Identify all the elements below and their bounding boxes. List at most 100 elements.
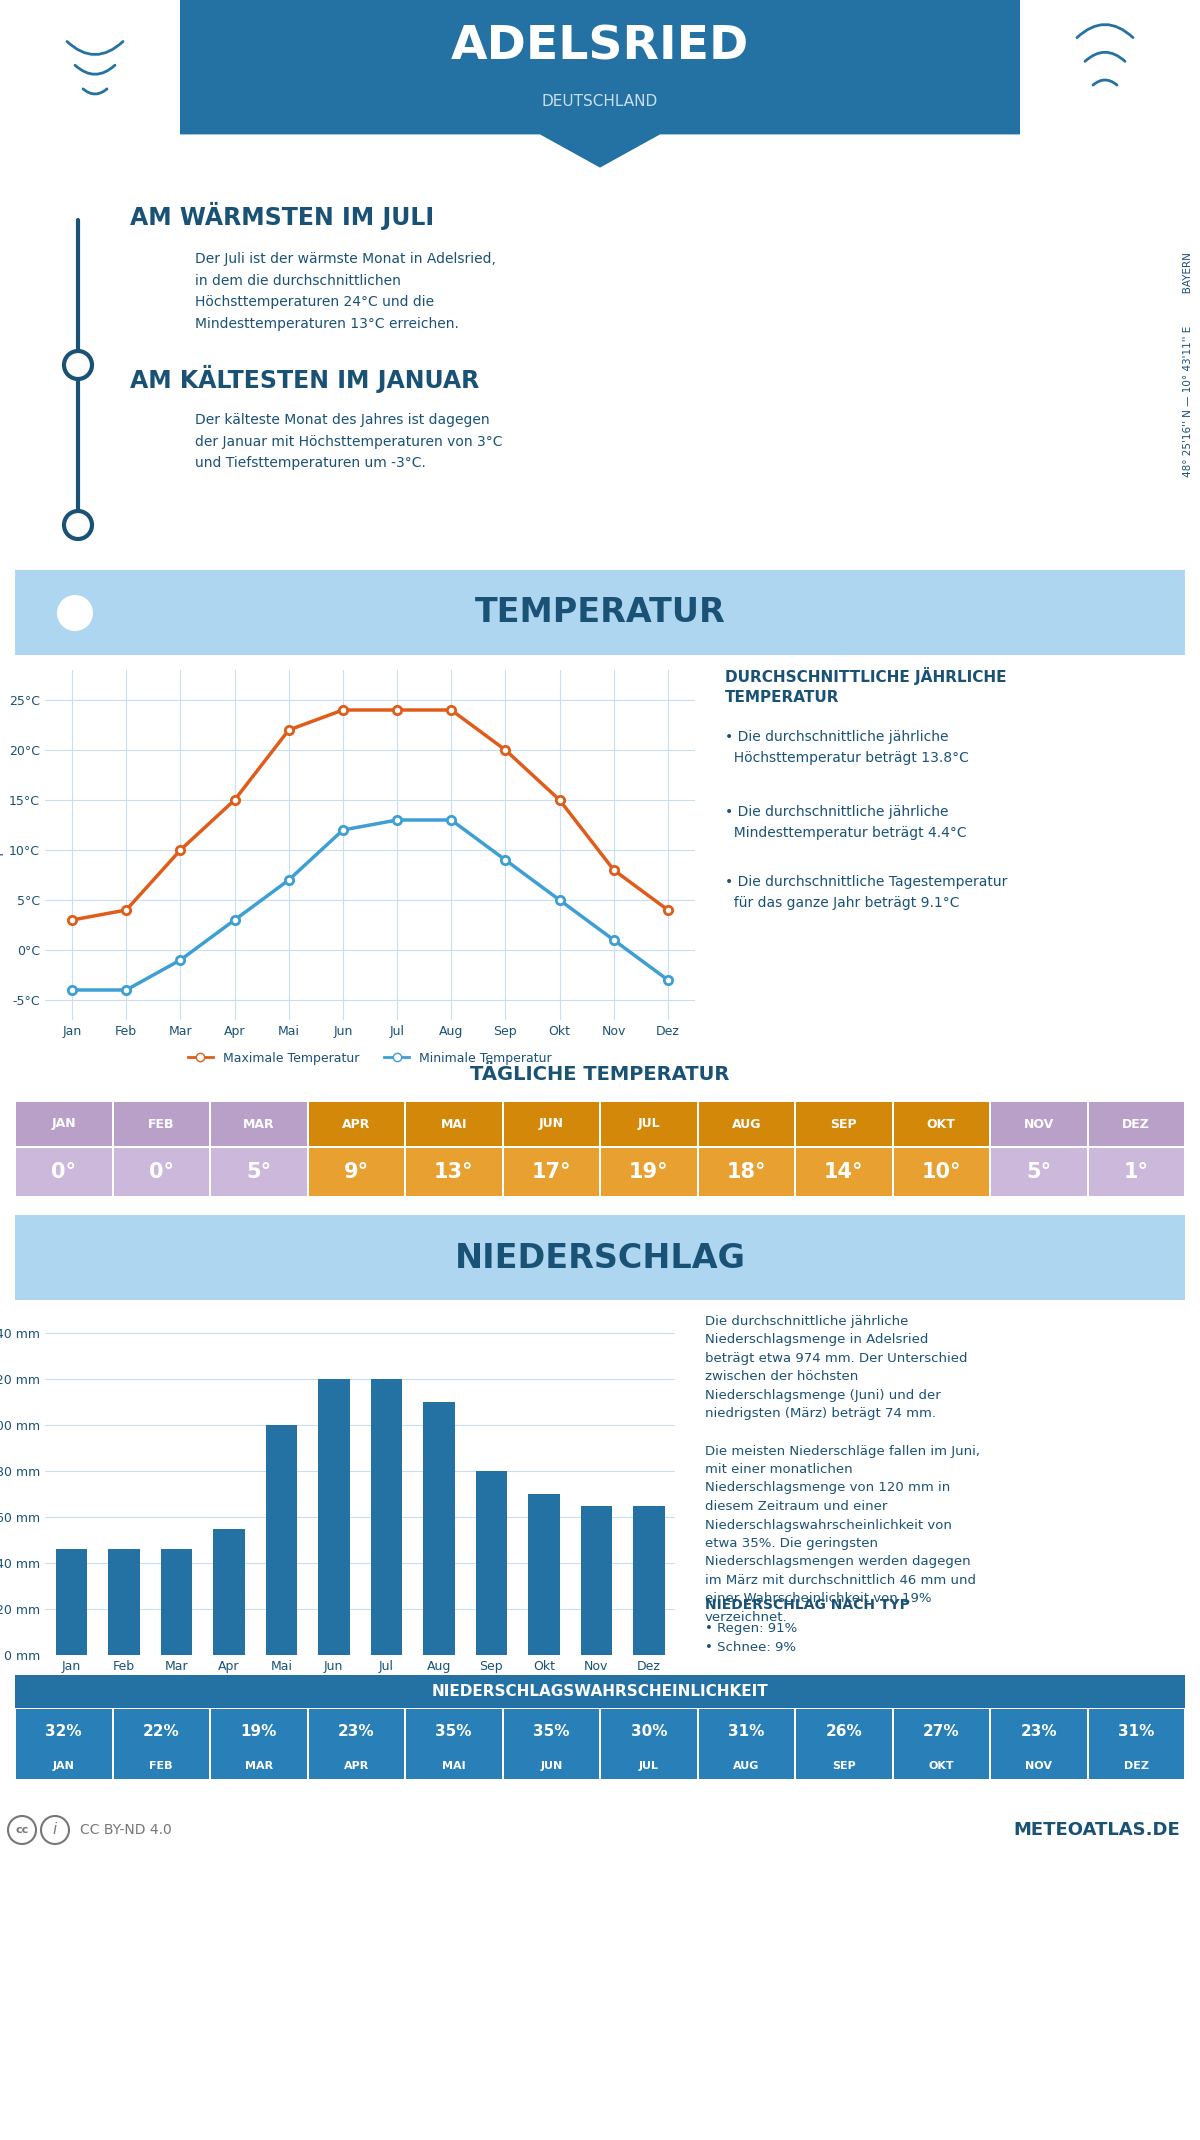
Text: 5°: 5°: [1026, 1162, 1051, 1181]
FancyBboxPatch shape: [504, 1710, 599, 1778]
FancyBboxPatch shape: [308, 1710, 404, 1778]
Legend: Niederschlagssumme: Niederschlagssumme: [270, 1673, 450, 1697]
FancyBboxPatch shape: [894, 1102, 989, 1147]
Text: NOV: NOV: [1025, 1761, 1052, 1772]
Y-axis label: Temperatur: Temperatur: [0, 809, 4, 882]
Text: 18°: 18°: [726, 1162, 766, 1181]
Text: 19%: 19%: [240, 1725, 277, 1740]
FancyBboxPatch shape: [504, 1102, 599, 1147]
Text: 26%: 26%: [826, 1725, 862, 1740]
FancyBboxPatch shape: [796, 1147, 892, 1196]
Text: 0°: 0°: [149, 1162, 174, 1181]
Text: TÄGLICHE TEMPERATUR: TÄGLICHE TEMPERATUR: [470, 1064, 730, 1083]
FancyBboxPatch shape: [698, 1147, 794, 1196]
FancyBboxPatch shape: [796, 1710, 892, 1778]
FancyBboxPatch shape: [601, 1102, 696, 1147]
Text: JAN: JAN: [52, 1117, 76, 1130]
FancyBboxPatch shape: [894, 1147, 989, 1196]
FancyBboxPatch shape: [991, 1102, 1086, 1147]
FancyBboxPatch shape: [406, 1147, 502, 1196]
Bar: [475, 1470, 508, 1654]
Text: Der kälteste Monat des Jahres ist dagegen
der Januar mit Höchsttemperaturen von : Der kälteste Monat des Jahres ist dagege…: [194, 413, 503, 471]
FancyBboxPatch shape: [114, 1147, 209, 1196]
FancyBboxPatch shape: [991, 1147, 1086, 1196]
Bar: [214, 1528, 245, 1654]
Bar: [265, 1425, 298, 1654]
FancyBboxPatch shape: [308, 1147, 404, 1196]
Text: Der Juli ist der wärmste Monat in Adelsried,
in dem die durchschnittlichen
Höchs: Der Juli ist der wärmste Monat in Adelsr…: [194, 253, 496, 332]
Text: OKT: OKT: [926, 1117, 955, 1130]
FancyBboxPatch shape: [308, 1102, 404, 1147]
Text: 31%: 31%: [728, 1725, 764, 1740]
Text: 35%: 35%: [533, 1725, 570, 1740]
Polygon shape: [180, 0, 1020, 167]
Text: JUL: JUL: [638, 1761, 659, 1772]
Text: MAR: MAR: [245, 1761, 272, 1772]
Circle shape: [64, 351, 92, 379]
Text: 23%: 23%: [1020, 1725, 1057, 1740]
Text: APR: APR: [343, 1761, 368, 1772]
FancyBboxPatch shape: [991, 1710, 1086, 1778]
FancyBboxPatch shape: [211, 1102, 306, 1147]
Text: 13°: 13°: [434, 1162, 474, 1181]
Text: DURCHSCHNITTLICHE JÄHRLICHE
TEMPERATUR: DURCHSCHNITTLICHE JÄHRLICHE TEMPERATUR: [725, 668, 1007, 704]
Text: 5°: 5°: [246, 1162, 271, 1181]
Text: DEZ: DEZ: [1123, 1761, 1148, 1772]
Text: NOV: NOV: [1024, 1117, 1054, 1130]
Bar: [108, 1549, 139, 1654]
Bar: [581, 1507, 612, 1654]
Text: MAR: MAR: [242, 1117, 275, 1130]
FancyBboxPatch shape: [211, 1147, 306, 1196]
Text: 31%: 31%: [1118, 1725, 1154, 1740]
Text: AUG: AUG: [733, 1761, 760, 1772]
FancyBboxPatch shape: [796, 1102, 892, 1147]
FancyBboxPatch shape: [11, 565, 1189, 659]
FancyBboxPatch shape: [1088, 1710, 1184, 1778]
Text: Die durchschnittliche jährliche
Niederschlagsmenge in Adelsried
beträgt etwa 974: Die durchschnittliche jährliche Niedersc…: [706, 1314, 980, 1624]
Text: • Die durchschnittliche jährliche
  Mindesttemperatur beträgt 4.4°C: • Die durchschnittliche jährliche Mindes…: [725, 805, 967, 839]
FancyBboxPatch shape: [114, 1102, 209, 1147]
Text: 27%: 27%: [923, 1725, 960, 1740]
Text: MAI: MAI: [442, 1761, 466, 1772]
Text: 48° 25'16'' N — 10° 43'11'' E          BAYERN: 48° 25'16'' N — 10° 43'11'' E BAYERN: [1183, 253, 1193, 477]
Text: i: i: [53, 1823, 58, 1838]
Bar: [55, 1549, 88, 1654]
FancyBboxPatch shape: [504, 1147, 599, 1196]
Text: APR: APR: [342, 1117, 371, 1130]
Bar: [161, 1549, 192, 1654]
FancyBboxPatch shape: [14, 1676, 1186, 1708]
Text: • Die durchschnittliche Tagestemperatur
  für das ganze Jahr beträgt 9.1°C: • Die durchschnittliche Tagestemperatur …: [725, 875, 1007, 910]
Text: JUN: JUN: [540, 1761, 563, 1772]
Text: 22%: 22%: [143, 1725, 180, 1740]
Circle shape: [58, 595, 94, 631]
Bar: [371, 1380, 402, 1654]
Text: AM WÄRMSTEN IM JULI: AM WÄRMSTEN IM JULI: [130, 201, 434, 231]
Text: 32%: 32%: [46, 1725, 82, 1740]
FancyBboxPatch shape: [601, 1710, 696, 1778]
Bar: [634, 1507, 665, 1654]
FancyBboxPatch shape: [406, 1710, 502, 1778]
FancyBboxPatch shape: [406, 1102, 502, 1147]
Text: • Die durchschnittliche jährliche
  Höchsttemperatur beträgt 13.8°C: • Die durchschnittliche jährliche Höchst…: [725, 730, 968, 764]
Text: • Regen: 91%
• Schnee: 9%: • Regen: 91% • Schnee: 9%: [706, 1622, 797, 1654]
Text: OKT: OKT: [929, 1761, 954, 1772]
Text: FEB: FEB: [148, 1117, 174, 1130]
Text: NIEDERSCHLAGSWAHRSCHEINLICHKEIT: NIEDERSCHLAGSWAHRSCHEINLICHKEIT: [432, 1684, 768, 1699]
Text: 17°: 17°: [532, 1162, 571, 1181]
Text: DEZ: DEZ: [1122, 1117, 1150, 1130]
Text: NIEDERSCHLAG: NIEDERSCHLAG: [455, 1241, 745, 1275]
Text: CC BY-ND 4.0: CC BY-ND 4.0: [80, 1823, 172, 1836]
Text: 30%: 30%: [630, 1725, 667, 1740]
FancyBboxPatch shape: [16, 1102, 112, 1147]
Text: JAN: JAN: [53, 1761, 74, 1772]
Text: 1°: 1°: [1123, 1162, 1148, 1181]
Text: SEP: SEP: [832, 1761, 856, 1772]
Bar: [318, 1380, 349, 1654]
Text: 10°: 10°: [922, 1162, 961, 1181]
FancyBboxPatch shape: [894, 1710, 989, 1778]
Text: ADELSRIED: ADELSRIED: [451, 26, 749, 71]
Legend: Maximale Temperatur, Minimale Temperatur: Maximale Temperatur, Minimale Temperatur: [182, 1046, 557, 1070]
FancyBboxPatch shape: [11, 1211, 1189, 1303]
FancyBboxPatch shape: [1088, 1147, 1184, 1196]
Text: DEUTSCHLAND: DEUTSCHLAND: [542, 94, 658, 109]
